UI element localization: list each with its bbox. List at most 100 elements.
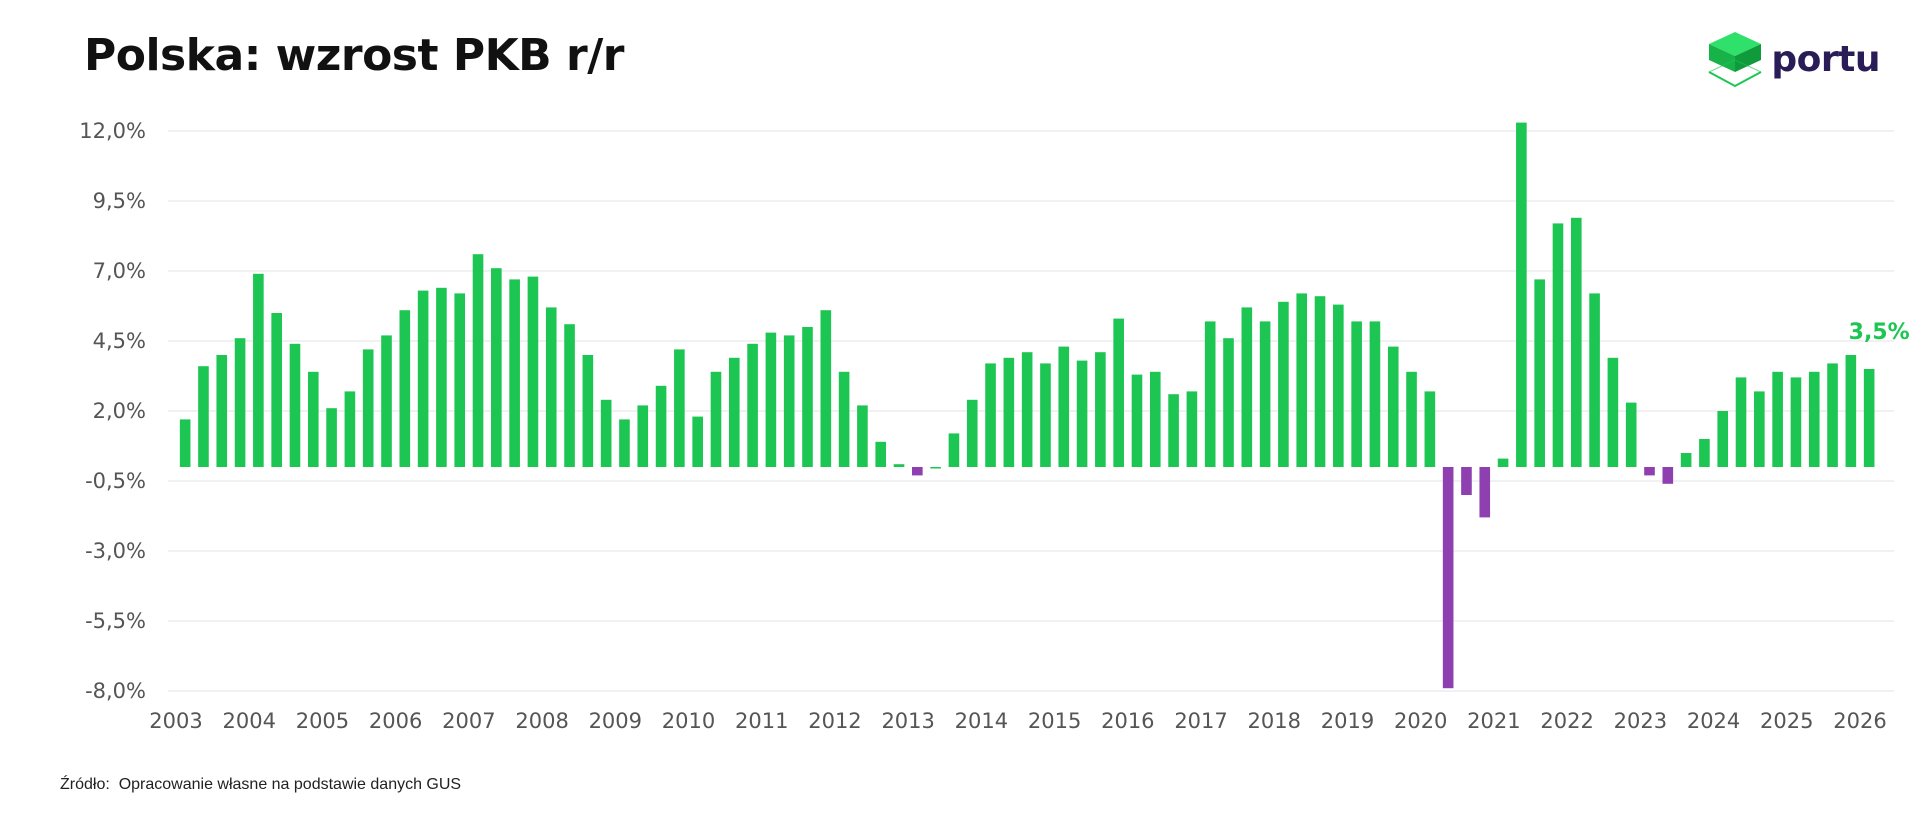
bar <box>728 357 740 467</box>
x-tick-label: 2019 <box>1321 709 1374 733</box>
bar <box>1296 293 1308 467</box>
bar <box>1021 352 1033 467</box>
x-tick-label: 2010 <box>662 709 715 733</box>
bar <box>1735 377 1747 467</box>
bar <box>1552 223 1564 467</box>
bar <box>1845 355 1857 467</box>
bar <box>619 419 630 467</box>
bar <box>1259 321 1271 467</box>
bar <box>1186 391 1198 467</box>
x-tick-label: 2008 <box>515 709 568 733</box>
bar <box>1442 467 1454 689</box>
bar <box>582 355 594 467</box>
bar <box>1223 338 1234 467</box>
bar <box>381 335 392 467</box>
bar <box>454 293 466 467</box>
bar <box>912 467 923 476</box>
x-tick-label: 2014 <box>955 709 1008 733</box>
bar <box>1625 402 1637 467</box>
bar <box>1479 467 1491 518</box>
bar <box>1314 296 1326 467</box>
y-tick-label: -8,0% <box>85 679 146 703</box>
bar <box>1607 357 1619 467</box>
x-tick-label: 2025 <box>1760 709 1813 733</box>
y-tick-label: 4,5% <box>93 329 146 353</box>
bar <box>1772 371 1783 467</box>
bar <box>747 343 758 467</box>
bar <box>1113 318 1124 467</box>
bar <box>1168 394 1179 467</box>
source-note: Źródło: Opracowanie własne na podstawie … <box>60 776 462 793</box>
x-tick-label: 2018 <box>1248 709 1301 733</box>
x-tick-label: 2011 <box>735 709 788 733</box>
x-tick-label: 2003 <box>149 709 202 733</box>
bar <box>1863 369 1875 467</box>
bar <box>1516 122 1527 467</box>
last-value-label: 3,5% <box>1849 320 1910 345</box>
bar <box>1406 371 1417 467</box>
bar <box>710 371 722 467</box>
bar <box>1424 391 1436 467</box>
bar <box>838 371 850 467</box>
bar <box>253 273 264 467</box>
x-tick-label: 2007 <box>442 709 495 733</box>
bar <box>637 405 649 467</box>
grid-lines <box>168 130 1894 692</box>
bars <box>179 122 1875 689</box>
bar <box>1204 321 1216 467</box>
x-tick-label: 2023 <box>1614 709 1667 733</box>
y-tick-label: -3,0% <box>85 539 146 563</box>
bar <box>1461 467 1472 495</box>
bar <box>509 279 520 467</box>
bar <box>344 391 356 467</box>
bar <box>198 366 209 467</box>
y-tick-label: -0,5% <box>85 469 146 493</box>
bar <box>820 310 832 467</box>
bar <box>1827 363 1838 467</box>
bar <box>1790 377 1802 467</box>
bar <box>985 363 996 467</box>
bar <box>271 313 282 467</box>
bar <box>1808 371 1820 467</box>
bar <box>491 268 502 467</box>
bar <box>802 327 813 467</box>
bar <box>1680 453 1692 467</box>
x-tick-label: 2026 <box>1833 709 1886 733</box>
y-tick-label: 9,5% <box>93 189 146 213</box>
bar <box>1534 279 1545 467</box>
bar <box>362 349 374 467</box>
x-tick-label: 2006 <box>369 709 422 733</box>
bar <box>307 371 319 467</box>
x-tick-label: 2020 <box>1394 709 1447 733</box>
bar <box>765 332 777 467</box>
bar <box>1131 374 1143 467</box>
bar <box>600 399 612 467</box>
bar <box>857 405 868 467</box>
bar <box>966 399 978 467</box>
bar <box>1278 301 1289 467</box>
portu-logo: portu <box>1705 28 1880 90</box>
bar <box>1754 391 1765 467</box>
x-tick-label: 2009 <box>589 709 642 733</box>
bar <box>1241 307 1253 467</box>
bar <box>436 287 447 467</box>
x-tick-label: 2021 <box>1467 709 1520 733</box>
bar <box>1717 411 1729 467</box>
x-tick-label: 2016 <box>1101 709 1154 733</box>
bar <box>1351 321 1362 467</box>
bar <box>564 324 575 467</box>
bar <box>289 343 301 467</box>
bar <box>1570 217 1582 467</box>
bar <box>527 276 539 467</box>
x-tick-label: 2004 <box>222 709 275 733</box>
bar <box>1369 321 1381 467</box>
x-tick-label: 2015 <box>1028 709 1081 733</box>
x-tick-label: 2013 <box>881 709 934 733</box>
bar <box>674 349 685 467</box>
bar <box>216 355 228 467</box>
bar <box>893 464 905 467</box>
bar <box>655 385 667 467</box>
bar <box>1076 360 1088 467</box>
bar <box>1333 304 1344 467</box>
